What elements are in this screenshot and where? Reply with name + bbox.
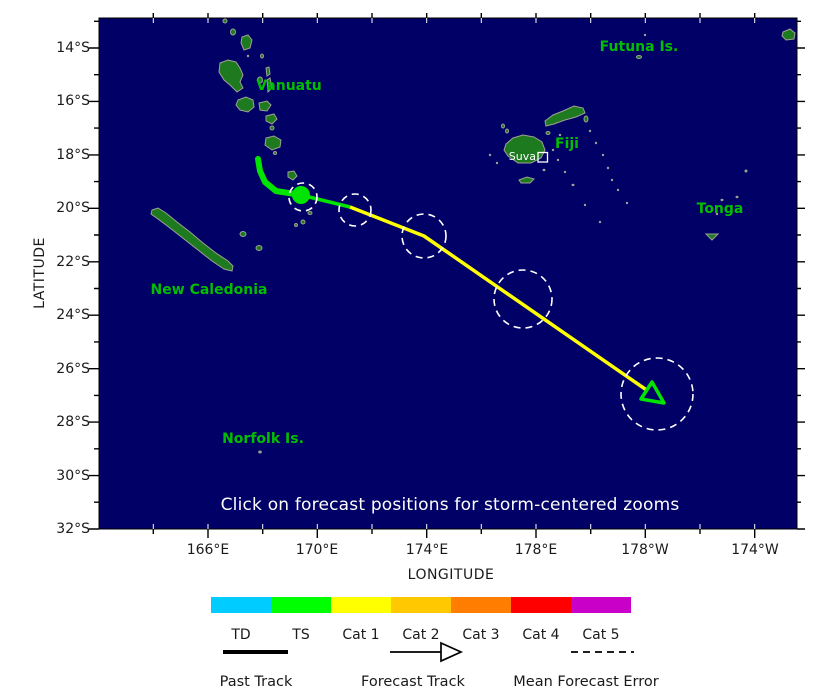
- lat-tick-label: 26°S: [56, 361, 90, 377]
- mean-error-legend-label: Mean Forecast Error: [513, 674, 659, 690]
- lat-tick-label: 30°S: [56, 468, 90, 484]
- past-track-line: [255, 156, 304, 198]
- forecast-position-circle[interactable]: [401, 213, 447, 259]
- suva-city-marker: [537, 151, 549, 163]
- forecast-track-cat1-segment: [349, 205, 649, 393]
- longitude-axis-title: LONGITUDE: [407, 567, 495, 583]
- place-label-fiji: Fiji: [555, 136, 579, 152]
- place-label-tonga: Tonga: [696, 201, 744, 217]
- forecast-position-circle[interactable]: [620, 357, 694, 431]
- axis-ticks-outer: [89, 13, 805, 538]
- legend-label-cat4: Cat 4: [522, 627, 560, 643]
- latitude-axis-title: LATITUDE: [32, 237, 48, 309]
- legend-swatch-cat3: [451, 597, 511, 613]
- forecast-endpoint-marker[interactable]: [639, 380, 666, 405]
- legend-label-ts: TS: [292, 627, 310, 643]
- legend-symbols: [223, 641, 634, 663]
- place-label-vanuatu: Vanuatu: [256, 78, 322, 94]
- city-label-suva: Suva: [508, 150, 536, 163]
- intensity-colorbar: [211, 597, 631, 613]
- map-ocean-background: [98, 17, 798, 530]
- lat-tick-label: 16°S: [56, 93, 90, 109]
- forecast-track-legend-label: Forecast Track: [361, 674, 465, 690]
- lat-tick-label: 14°S: [56, 40, 90, 56]
- reef-specks: [246, 33, 748, 454]
- lat-tick-label: 18°S: [56, 147, 90, 163]
- past-track-legend-label: Past Track: [219, 674, 293, 690]
- forecast-position-circle[interactable]: [338, 193, 372, 227]
- lon-tick-label: 174°W: [731, 542, 779, 558]
- legend-swatch-td: [211, 597, 271, 613]
- forecast-track-arrowhead-icon: [440, 641, 464, 663]
- lat-tick-label: 24°S: [56, 307, 90, 323]
- lon-tick-label: 174°E: [405, 542, 449, 558]
- legend-label-cat2: Cat 2: [402, 627, 440, 643]
- lat-tick-label: 20°S: [56, 200, 90, 216]
- legend-label-cat5: Cat 5: [582, 627, 620, 643]
- lon-tick-label: 178°E: [514, 542, 558, 558]
- axis-ticks-inner: [152, 18, 756, 529]
- map-notice-text: Click on forecast positions for storm-ce…: [220, 495, 680, 515]
- lat-tick-label: 22°S: [56, 254, 90, 270]
- legend-label-cat1: Cat 1: [342, 627, 380, 643]
- lat-tick-label: 32°S: [56, 521, 90, 537]
- legend-swatch-cat2: [391, 597, 451, 613]
- forecast-track-ts-segment: [300, 193, 351, 209]
- place-label-new-caledonia: New Caledonia: [150, 282, 268, 298]
- place-label-futuna: Futuna Is.: [599, 39, 679, 55]
- legend-swatch-cat1: [331, 597, 391, 613]
- legend-swatch-cat5: [571, 597, 631, 613]
- legend-label-td: TD: [231, 627, 251, 643]
- forecast-position-circle[interactable]: [493, 269, 553, 329]
- mean-forecast-error-circles: [288, 182, 694, 431]
- land-masses: [150, 18, 796, 272]
- legend-label-cat3: Cat 3: [462, 627, 500, 643]
- place-label-norfolk: Norfolk Is.: [222, 431, 304, 447]
- legend-swatch-cat4: [511, 597, 571, 613]
- lat-tick-label: 28°S: [56, 414, 90, 430]
- forecast-position-circle[interactable]: [288, 182, 318, 212]
- legend-swatch-ts: [271, 597, 331, 613]
- lon-tick-label: 170°E: [295, 542, 339, 558]
- lon-tick-label: 166°E: [186, 542, 230, 558]
- lon-tick-label: 178°W: [621, 542, 669, 558]
